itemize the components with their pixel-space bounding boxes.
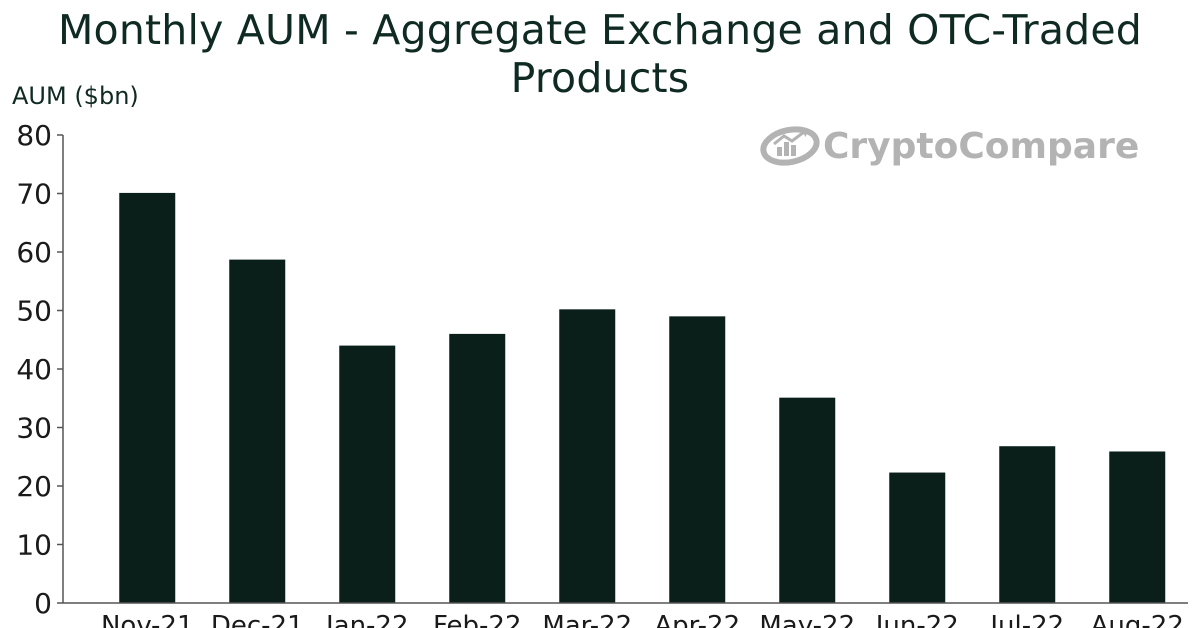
x-tick-label: Jun-22 [874, 611, 959, 628]
bar-jan-22 [339, 345, 396, 603]
y-tick-label: 70 [16, 178, 52, 211]
x-tick-label: Jan-22 [324, 611, 409, 628]
watermark: CryptoCompare [760, 126, 1139, 167]
x-tick-label: Apr-22 [654, 611, 740, 628]
chart-title: Monthly AUM - Aggregate Exchange and OTC… [57, 6, 1143, 102]
y-axis: 0 10 20 30 40 50 60 70 80 [16, 119, 64, 620]
watermark-text: CryptoCompare [823, 126, 1139, 167]
x-tick-label: Mar-22 [542, 611, 632, 628]
y-tick-label: 20 [16, 470, 52, 503]
bar-aug-22 [1109, 451, 1166, 603]
y-tick-label: 50 [16, 295, 52, 328]
x-tick-label: Nov-21 [101, 611, 194, 628]
x-tick-label: Jul-22 [988, 611, 1064, 628]
bars [119, 192, 1166, 604]
y-tick-label: 10 [16, 529, 52, 562]
x-tick-label: Dec-21 [211, 611, 304, 628]
x-tick-label: May-22 [759, 611, 855, 628]
x-axis: Nov-21 Dec-21 Jan-22 Feb-22 Mar-22 Apr-22 May-… [63, 602, 1188, 628]
x-tick-label: Feb-22 [433, 611, 522, 628]
bar-jul-22 [999, 446, 1056, 603]
bar-mar-22 [559, 309, 616, 603]
y-tick-label: 80 [16, 119, 52, 152]
y-tick-label: 30 [16, 412, 52, 445]
bar-jun-22 [889, 472, 946, 603]
bar-may-22 [779, 397, 836, 603]
bar-dec-21 [229, 259, 286, 603]
x-tick-label: Aug-22 [1091, 611, 1184, 628]
y-tick-label: 60 [16, 236, 52, 269]
bar-nov-21 [119, 192, 176, 604]
cryptocompare-logo-icon [760, 126, 820, 166]
bar-apr-22 [669, 316, 726, 603]
y-tick-label: 40 [16, 353, 52, 386]
bar-feb-22 [449, 333, 506, 603]
y-axis-label: AUM ($bn) [12, 82, 139, 110]
y-tick-label: 0 [34, 587, 52, 620]
